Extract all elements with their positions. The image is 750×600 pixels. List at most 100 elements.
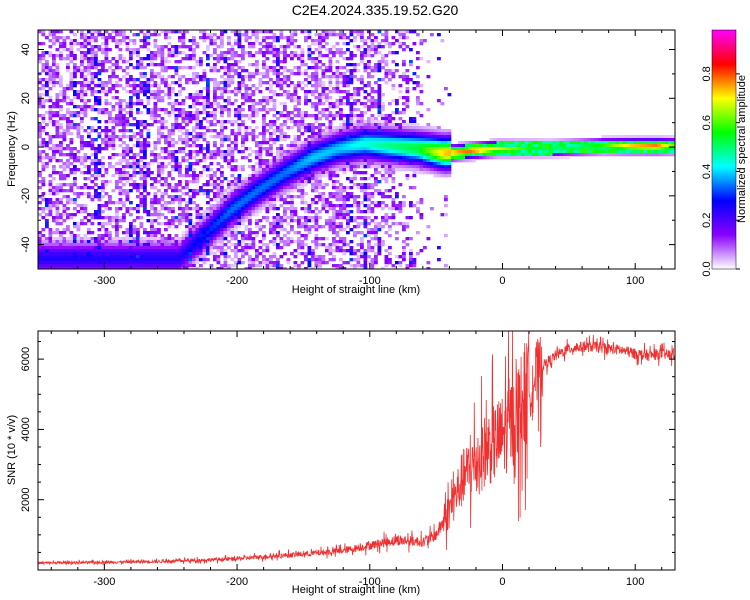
spectrogram-cell: [321, 72, 326, 76]
spectrogram-cell: [178, 243, 182, 247]
spectrogram-cell: [220, 138, 224, 142]
spectrogram-cell: [286, 240, 291, 244]
spectrogram-cell: [59, 183, 63, 187]
spectrogram-cell: [66, 111, 70, 115]
spectrogram-cell: [234, 120, 238, 124]
spectrogram-cell: [146, 36, 151, 40]
spectrogram-cell: [262, 261, 266, 265]
spectrogram-cell: [108, 207, 112, 211]
spectrogram-cell: [174, 267, 179, 269]
spectrogram-cell: [276, 186, 280, 190]
spectrogram-cell: [66, 87, 70, 91]
spectrogram-cell: [209, 222, 214, 226]
spectrogram-cell: [41, 168, 46, 172]
spectrogram-cell: [199, 36, 203, 40]
spectrogram-cell: [178, 75, 182, 79]
spectrogram-cell: [293, 195, 298, 199]
spectrogram-cell: [139, 225, 144, 229]
spectrogram-cell: [136, 210, 140, 214]
spectrogram-cell: [244, 204, 249, 208]
spectrogram-cell: [157, 210, 161, 214]
spectrogram-cell: [227, 228, 231, 232]
spectrogram-cell: [129, 96, 133, 100]
spectrogram-cell: [94, 57, 98, 61]
spectrogram-cell: [220, 66, 224, 70]
spectrogram-cell: [45, 162, 49, 166]
spectrogram-cell: [342, 243, 347, 247]
spectrogram-cell: [346, 225, 350, 229]
spectrogram-cell: [76, 246, 81, 250]
spectrogram-cell: [59, 255, 63, 259]
spectrogram-cell: [283, 240, 287, 244]
spectrogram-cell: [171, 210, 175, 214]
spectrogram-cell: [279, 162, 284, 166]
spectrogram-cell: [318, 123, 322, 127]
spectrogram-cell: [349, 114, 354, 118]
spectrogram-cell: [258, 81, 263, 85]
spectrogram-cell: [237, 165, 242, 169]
spectrogram-cell: [52, 36, 56, 40]
spectrogram-cell: [255, 234, 259, 238]
spectrogram-cell: [223, 258, 228, 262]
spectrogram-cell: [286, 156, 291, 160]
spectrogram-cell: [258, 153, 263, 157]
spectrogram-cell: [265, 96, 270, 100]
spectrogram-cell: [216, 255, 221, 259]
spectrogram-cell: [346, 42, 350, 46]
spectrogram-cell: [136, 33, 140, 37]
spectrogram-cell: [241, 213, 245, 217]
spectrogram-cell: [87, 231, 91, 235]
spectrogram-cell: [59, 114, 63, 118]
spectrogram-cell: [125, 249, 130, 253]
spectrogram-cell: [69, 213, 74, 217]
spectrogram-cell: [349, 39, 354, 43]
spectrogram-cell: [122, 117, 126, 121]
spectrogram-cell: [55, 105, 60, 109]
spectrogram-cell: [150, 33, 154, 37]
spectrogram-cell: [181, 33, 186, 37]
spectrogram-cell: [38, 159, 42, 163]
spectrogram-cell: [251, 174, 256, 178]
spectrogram-cell: [381, 147, 385, 151]
spectrogram-cell: [335, 132, 340, 136]
spectrogram-cell: [328, 138, 333, 142]
spectrogram-cell: [97, 84, 102, 88]
spectrogram-cell: [59, 153, 63, 157]
spectrogram-cell: [255, 231, 259, 235]
spectrogram-cell: [370, 165, 375, 169]
spectrogram-cell: [150, 267, 154, 269]
spectrogram-cell: [367, 51, 371, 55]
spectrogram-cell: [48, 108, 53, 112]
spectrogram-cell: [363, 255, 368, 259]
spectrogram-cell: [45, 156, 49, 160]
spectrogram-cell: [304, 222, 308, 226]
spectrogram-cell: [174, 60, 179, 64]
spectrogram-cell: [318, 138, 322, 142]
spectrogram-cell: [157, 267, 161, 269]
spectrogram-cell: [52, 216, 56, 220]
spectrogram-cell: [62, 138, 67, 142]
spectrogram-cell: [234, 234, 238, 238]
spectrogram-cell: [213, 150, 217, 154]
spectrogram-cell: [108, 261, 112, 265]
spectrogram-cell: [76, 225, 81, 229]
spectrogram-cell: [360, 240, 364, 244]
spectrogram-cell: [171, 222, 175, 226]
spectrogram-cell: [314, 213, 319, 217]
spectrogram-cell: [150, 231, 154, 235]
spectrogram-cell: [167, 75, 172, 79]
spectrogram-cell: [286, 222, 291, 226]
spectrogram-cell: [332, 207, 336, 211]
spectrogram-cell: [118, 189, 123, 193]
spectrogram-cell: [321, 93, 326, 97]
spectrogram-cell: [370, 144, 375, 148]
spectrogram-cell: [52, 42, 56, 46]
spectrogram-cell: [307, 147, 312, 151]
spectrogram-cell: [251, 30, 256, 34]
spectrogram-cell: [321, 195, 326, 199]
spectrogram-cell: [367, 183, 371, 187]
spectrogram-cell: [157, 255, 161, 259]
spectrogram-cell: [90, 198, 95, 202]
spectrogram-cell: [255, 183, 259, 187]
spectrogram-cell: [377, 114, 382, 118]
